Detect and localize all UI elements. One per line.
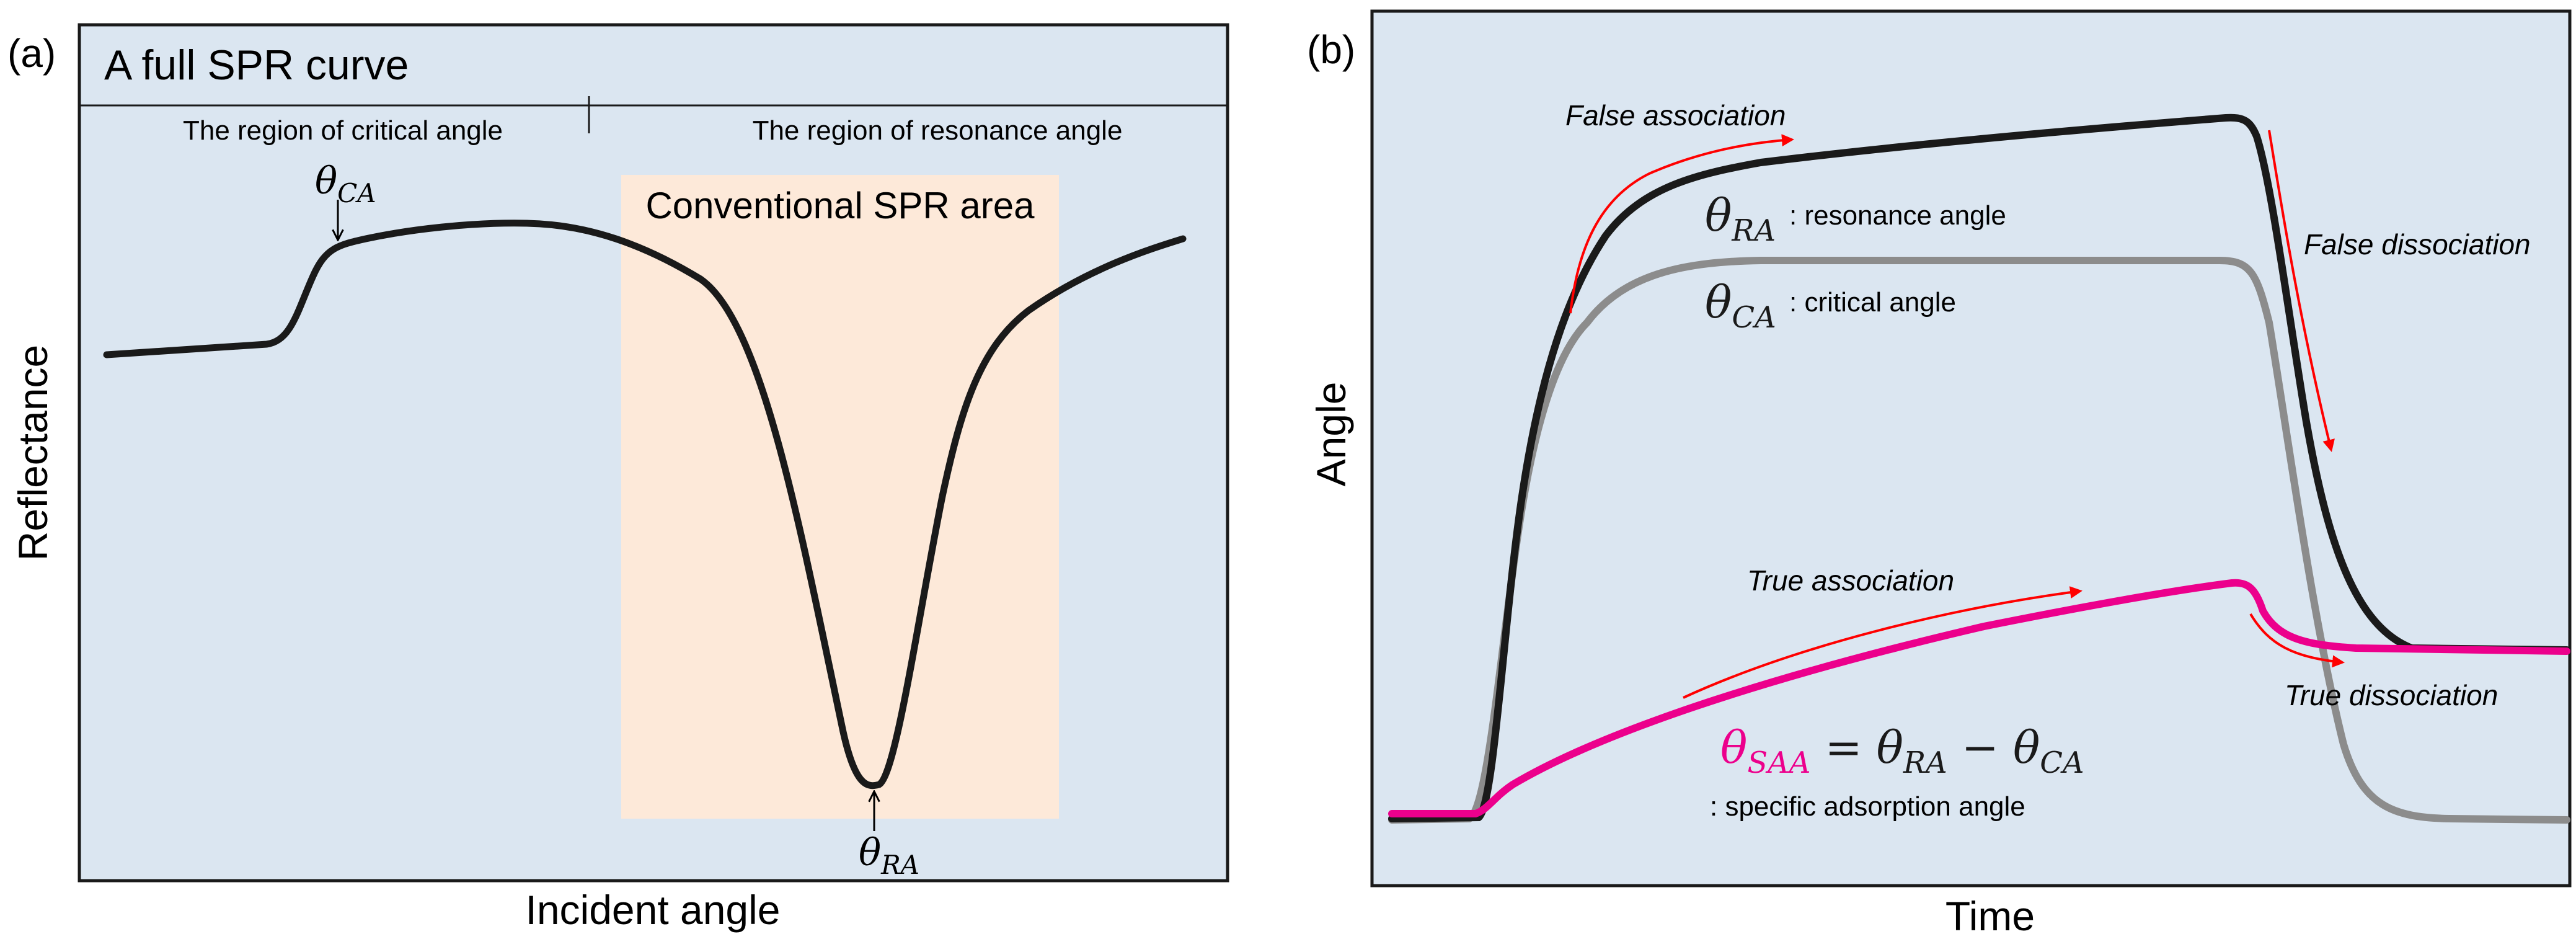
true-dissociation-arrow bbox=[2249, 613, 2345, 668]
resonance-angle-curve bbox=[1388, 113, 2570, 822]
false-association-arrow bbox=[1569, 134, 1794, 314]
true-association-arrow bbox=[1683, 586, 2082, 699]
ca-legend-label: θCA : critical angle bbox=[1705, 276, 1956, 335]
specific-adsorption-angle-curve bbox=[1388, 579, 2570, 817]
theta-ca-marker: θCA bbox=[315, 159, 376, 208]
ra-legend-label: θRA : resonance angle bbox=[1705, 189, 2006, 248]
panel-b-label: (b) bbox=[1307, 27, 1355, 72]
true-association-label: True association bbox=[1747, 564, 1954, 597]
panel-a-y-axis-title: Reflectance bbox=[10, 345, 56, 561]
theta-ra-marker: θRA bbox=[859, 831, 919, 880]
region-right-label: The region of resonance angle bbox=[753, 115, 1123, 146]
region-left-label: The region of critical angle bbox=[183, 115, 503, 146]
panel-a: (a) A full SPR curve The region of criti… bbox=[7, 23, 1229, 933]
panel-b-plot-frame bbox=[1370, 9, 2572, 887]
false-dissociation-arrow bbox=[2268, 130, 2335, 452]
svg-text:θCA: θCA bbox=[1705, 276, 1776, 335]
conventional-spr-label: Conventional SPR area bbox=[645, 185, 1035, 226]
svg-text:θRA: θRA bbox=[1705, 189, 1776, 248]
panel-b: (b) False association False dissociation… bbox=[1307, 9, 2572, 939]
false-dissociation-label: False dissociation bbox=[2304, 228, 2531, 260]
saa-caption: : specific adsorption angle bbox=[1710, 791, 2025, 822]
true-dissociation-label: True dissociation bbox=[2285, 679, 2498, 711]
spr-curve bbox=[103, 220, 1187, 790]
false-association-label: False association bbox=[1565, 99, 1786, 131]
svg-text:: critical angle: : critical angle bbox=[1789, 287, 1956, 318]
panel-b-y-axis-title: Angle bbox=[1308, 382, 1354, 487]
panel-a-box-title: A full SPR curve bbox=[104, 42, 409, 89]
panel-b-x-axis-title: Time bbox=[1945, 893, 2035, 939]
svg-text:: resonance angle: : resonance angle bbox=[1789, 200, 2006, 231]
panel-a-x-axis-title: Incident angle bbox=[526, 887, 781, 933]
saa-equation: θSAA = θRA − θCA bbox=[1720, 721, 2084, 780]
panel-a-label: (a) bbox=[7, 31, 56, 76]
